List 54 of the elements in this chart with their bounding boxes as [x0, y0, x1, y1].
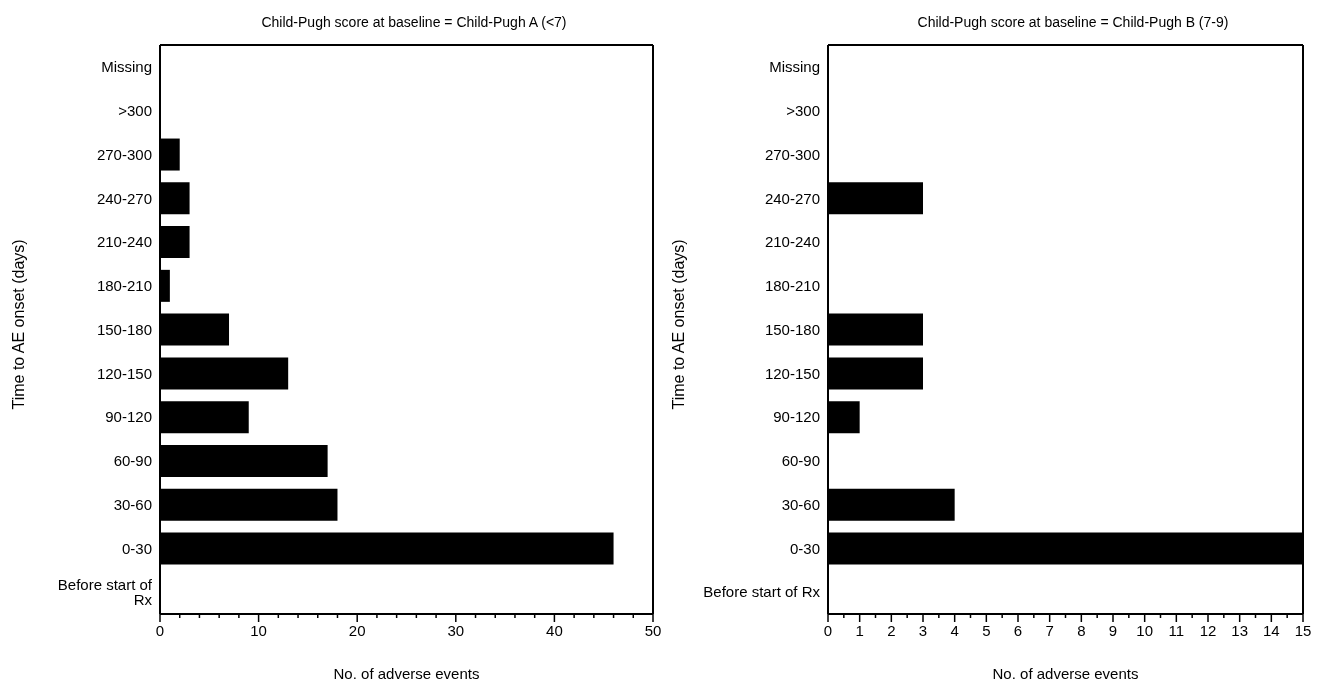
y-axis-title: Time to AE onset (days) — [669, 239, 687, 410]
y-tick-label: 120-150 — [764, 364, 820, 382]
x-tick-label: 4 — [950, 622, 959, 639]
y-tick-label: 60-90 — [781, 452, 820, 470]
x-tick-label: 2 — [887, 622, 896, 639]
y-tick-label: 240-270 — [764, 189, 820, 207]
y-tick-label: 0-30 — [121, 539, 152, 557]
y-tick-label: 180-210 — [764, 277, 820, 295]
y-tick-label: 270-300 — [96, 145, 152, 163]
x-tick-label: 9 — [1108, 622, 1118, 639]
y-tick-label: >300 — [118, 101, 152, 119]
y-tick-label: 270-300 — [764, 145, 820, 163]
chart-title: Child-Pugh score at baseline = Child-Pugh A (<7) — [260, 14, 568, 32]
x-axis-title: No. of adverse events — [992, 665, 1139, 682]
x-tick-label: 12 — [1199, 622, 1217, 639]
chart-title: Child-Pugh score at baseline = Child-Pugh B (7-9) — [916, 14, 1230, 32]
x-tick-label: 11 — [1168, 622, 1185, 639]
y-tick-label: 0-30 — [789, 539, 820, 557]
y-tick-label: 210-240 — [96, 233, 152, 251]
x-tick-label: 40 — [546, 622, 563, 639]
y-tick-label: Before start of Rx — [703, 583, 821, 601]
y-tick-label: >300 — [786, 101, 820, 119]
y-tick-label: 240-270 — [96, 189, 152, 207]
y-tick-label: Missing — [769, 58, 820, 76]
x-axis-title: No. of adverse events — [333, 665, 480, 682]
y-tick-label: 150-180 — [96, 320, 152, 338]
y-tick-label: 30-60 — [113, 495, 152, 513]
y-tick-label: 180-210 — [96, 277, 152, 295]
x-tick-label: 10 — [1136, 622, 1154, 639]
x-tick-label: 7 — [1045, 622, 1054, 639]
x-tick-label: 5 — [982, 622, 991, 639]
y-tick-label: 60-90 — [113, 452, 152, 470]
x-tick-label: 8 — [1077, 622, 1086, 639]
x-tick-label: 0 — [823, 622, 833, 639]
y-tick-label: 150-180 — [764, 320, 820, 338]
x-tick-label: 20 — [348, 622, 366, 639]
y-tick-label: 210-240 — [764, 233, 820, 251]
x-tick-label: 6 — [1013, 622, 1023, 639]
x-tick-label: 30 — [447, 622, 465, 639]
x-tick-label: 0 — [155, 622, 165, 639]
y-tick-label: Missing — [101, 58, 152, 76]
x-tick-label: 15 — [1294, 622, 1312, 639]
x-tick-label: 10 — [250, 622, 267, 639]
y-tick-label: 90-120 — [105, 408, 152, 426]
x-tick-label: 3 — [918, 622, 928, 639]
x-tick-label: 14 — [1262, 622, 1280, 639]
x-tick-label: 1 — [855, 622, 864, 639]
y-tick-label: 30-60 — [781, 495, 820, 513]
x-tick-label: 13 — [1231, 622, 1249, 639]
y-tick-label: Before start of Rx — [57, 575, 153, 608]
x-tick-label: 50 — [644, 622, 662, 639]
y-axis-title: Time to AE onset (days) — [9, 239, 27, 410]
y-tick-label: 90-120 — [773, 408, 820, 426]
y-tick-label: 120-150 — [96, 364, 152, 382]
